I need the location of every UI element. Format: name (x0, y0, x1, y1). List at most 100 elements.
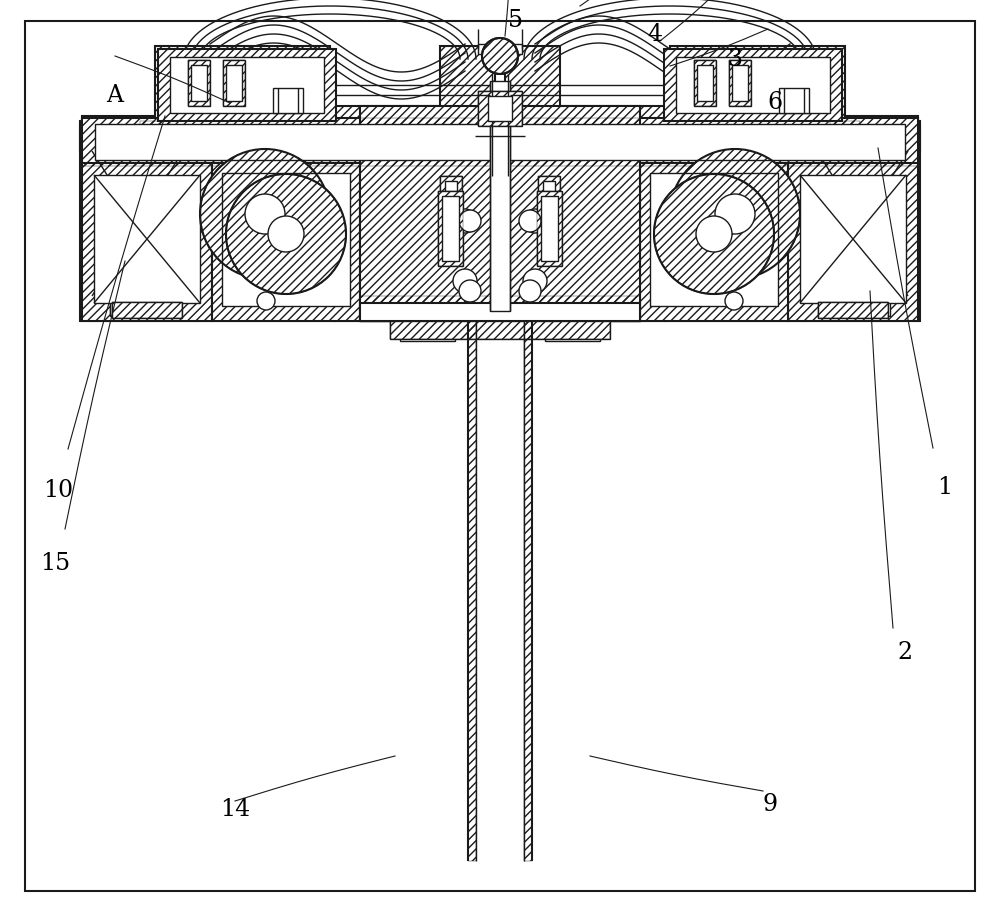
Circle shape (257, 292, 275, 311)
Bar (140, 122, 850, 157)
Bar (800, 176, 906, 303)
Bar (97, 122, 903, 157)
Bar (92, 152, 183, 297)
Bar (478, 92, 522, 127)
Bar (222, 174, 350, 307)
Circle shape (200, 149, 330, 280)
Bar (508, 107, 640, 322)
Bar (737, 67, 753, 107)
Bar (788, 164, 918, 322)
Bar (220, 62, 240, 112)
Bar (478, 45, 522, 55)
Bar (729, 61, 751, 107)
Bar (140, 122, 170, 157)
Circle shape (459, 281, 481, 302)
Text: 5: 5 (508, 8, 522, 32)
Bar (155, 47, 330, 127)
Bar (830, 122, 860, 157)
Bar (158, 50, 336, 122)
Circle shape (453, 210, 477, 234)
Bar (490, 82, 510, 312)
Circle shape (654, 175, 774, 294)
Bar (192, 67, 208, 107)
Circle shape (245, 195, 285, 235)
Bar (82, 164, 212, 322)
Bar (440, 47, 495, 127)
Circle shape (715, 195, 755, 235)
Bar (190, 62, 210, 112)
Bar (110, 297, 165, 317)
Bar (273, 89, 303, 114)
Text: 1: 1 (937, 476, 953, 499)
Circle shape (453, 270, 477, 293)
Bar (335, 107, 470, 322)
Bar (640, 164, 788, 322)
Circle shape (696, 217, 732, 252)
Bar (158, 50, 336, 122)
Bar (478, 92, 522, 127)
Circle shape (725, 292, 743, 311)
Bar (729, 61, 751, 107)
Circle shape (459, 210, 481, 232)
Bar (112, 302, 182, 319)
Bar (650, 174, 778, 307)
Bar (140, 122, 170, 157)
Bar (140, 122, 850, 157)
Bar (685, 55, 830, 118)
Bar (212, 164, 360, 322)
Bar (508, 107, 640, 322)
Bar (640, 164, 788, 322)
Bar (222, 67, 238, 107)
Bar (390, 322, 610, 340)
Bar (505, 47, 560, 127)
Bar (80, 127, 195, 322)
Bar (82, 117, 918, 162)
Bar (697, 66, 713, 102)
Bar (543, 182, 555, 241)
Text: 10: 10 (43, 478, 73, 502)
Bar (818, 302, 888, 319)
Bar (665, 127, 805, 322)
Bar (530, 107, 665, 322)
Bar (694, 61, 716, 107)
Bar (150, 127, 830, 152)
Bar (80, 127, 195, 322)
Bar (835, 297, 890, 317)
Circle shape (519, 281, 541, 302)
Bar (779, 89, 809, 114)
Bar (80, 122, 920, 152)
Bar (788, 164, 918, 322)
Bar (190, 62, 210, 112)
Bar (82, 118, 918, 167)
Bar (82, 164, 212, 322)
Bar (212, 164, 360, 322)
Bar (335, 107, 470, 322)
Bar (438, 192, 463, 267)
Circle shape (482, 39, 518, 75)
Bar (191, 66, 207, 102)
Bar (468, 322, 476, 861)
Circle shape (670, 149, 800, 280)
Bar (670, 47, 845, 127)
Bar (82, 117, 918, 162)
Bar (112, 302, 182, 319)
Bar (110, 297, 165, 317)
Bar (735, 62, 755, 112)
Bar (442, 197, 459, 261)
Bar (170, 55, 315, 118)
Bar (664, 50, 842, 122)
Circle shape (268, 217, 304, 252)
Text: 2: 2 (897, 640, 913, 663)
Bar (676, 58, 830, 114)
Bar (830, 122, 860, 157)
Bar (476, 322, 524, 861)
Bar (155, 47, 330, 127)
Bar (541, 197, 558, 261)
Circle shape (519, 210, 541, 232)
Bar (670, 47, 845, 127)
Bar (445, 182, 457, 241)
Bar (705, 62, 725, 112)
Bar (223, 61, 245, 107)
Bar (188, 61, 210, 107)
Bar (664, 50, 842, 122)
